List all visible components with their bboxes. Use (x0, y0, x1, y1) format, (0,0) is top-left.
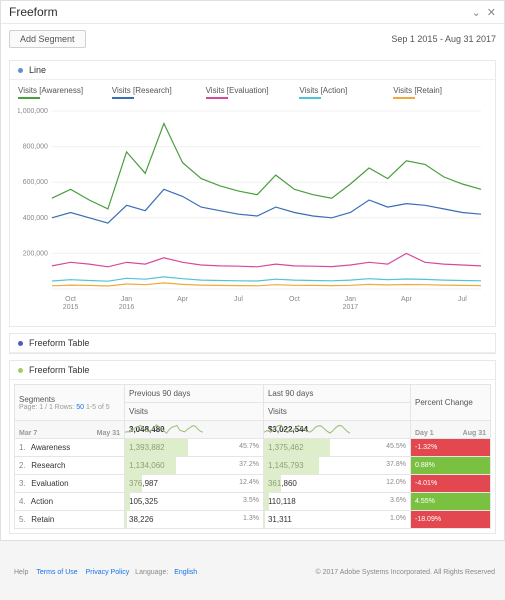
col-last-group: Last 90 days (263, 385, 410, 403)
table-row[interactable]: 5. Retain38,2261.3%31,3111.0%-18.09% (15, 511, 491, 529)
footer-link[interactable]: Terms of Use (36, 569, 77, 576)
table-row[interactable]: 4. Action105,3253.5%110,1183.6%4.55% (15, 493, 491, 511)
row-last: 361,86012.0% (263, 475, 410, 493)
total-prev: 3,048,480 (125, 421, 264, 439)
legend-item[interactable]: Visits [Evaluation] (206, 86, 300, 99)
line-section: Line Visits [Awareness]Visits [Research]… (9, 60, 496, 327)
footer: Help Terms of Use Privacy Policy Language:… (0, 561, 505, 584)
spark-segments: Mar 7May 31 (15, 421, 125, 439)
svg-text:Oct: Oct (65, 296, 76, 303)
row-last: 31,3111.0% (263, 511, 410, 529)
svg-text:2017: 2017 (343, 304, 359, 311)
row-change: -18.09% (411, 511, 491, 529)
svg-text:Jul: Jul (458, 296, 467, 303)
segments-header: SegmentsPage: 1 / 1 Rows: 50 1-5 of 5 (15, 385, 125, 421)
row-prev: 376,98712.4% (125, 475, 264, 493)
footer-link[interactable]: Privacy Policy (86, 569, 130, 576)
line-section-title: Line (29, 65, 46, 75)
language-label: Language: (135, 569, 168, 576)
svg-text:Jul: Jul (234, 296, 243, 303)
panel-header: Freeform ⌄ ✕ (1, 1, 504, 24)
svg-text:Apr: Apr (401, 296, 413, 303)
svg-text:800,000: 800,000 (23, 144, 48, 151)
row-name: 1. Awareness (15, 439, 125, 457)
row-change: -4.01% (411, 475, 491, 493)
row-prev: 105,3253.5% (125, 493, 264, 511)
svg-text:Oct: Oct (289, 296, 300, 303)
freeform-table-section: Freeform Table SegmentsPage: 1 / 1 Rows:… (9, 360, 496, 534)
line-dot-icon (18, 68, 23, 73)
freeform-table-header[interactable]: Freeform Table (10, 361, 495, 380)
freeform-table-collapsed: Freeform Table (9, 333, 496, 354)
close-icon[interactable]: ✕ (487, 6, 496, 19)
row-last: 110,1183.6% (263, 493, 410, 511)
table-row[interactable]: 1. Awareness1,393,88245.7%1,375,46245.5%… (15, 439, 491, 457)
svg-text:2015: 2015 (63, 304, 79, 311)
table-dot-icon (18, 368, 23, 373)
row-last: 1,375,46245.5% (263, 439, 410, 457)
panel-title: Freeform (9, 5, 58, 19)
panel-controls: ⌄ ✕ (472, 6, 496, 19)
row-prev: 1,134,06037.2% (125, 457, 264, 475)
col-last-visits: Visits (263, 403, 410, 421)
line-section-header[interactable]: Line (10, 61, 495, 80)
col-prev-visits: Visits (125, 403, 264, 421)
freeform-table-title: Freeform Table (29, 365, 89, 375)
svg-text:2016: 2016 (119, 304, 135, 311)
rows-per-page[interactable]: 50 (76, 404, 84, 411)
legend-item[interactable]: Visits [Action] (299, 86, 393, 99)
legend-item[interactable]: Visits [Awareness] (18, 86, 112, 99)
col-change-group: Percent Change (411, 385, 491, 421)
row-change: 4.55% (411, 493, 491, 511)
col-prev-group: Previous 90 days (125, 385, 264, 403)
freeform-panel: Freeform ⌄ ✕ Add Segment Sep 1 2015 - Au… (0, 0, 505, 541)
table-dot-icon (18, 341, 23, 346)
svg-text:Jan: Jan (121, 296, 132, 303)
copyright: © 2017 Adobe Systems Incorporated. All R… (316, 569, 495, 576)
footer-link[interactable]: Help (14, 569, 28, 576)
svg-text:Jan: Jan (345, 296, 356, 303)
freeform-table-collapsed-header[interactable]: Freeform Table (10, 334, 495, 353)
row-name: 2. Research (15, 457, 125, 475)
row-name: 5. Retain (15, 511, 125, 529)
total-last: $3,022,544 (263, 421, 410, 439)
date-range[interactable]: Sep 1 2015 - Aug 31 2017 (391, 34, 496, 44)
freeform-table-collapsed-title: Freeform Table (29, 338, 89, 348)
svg-text:600,000: 600,000 (23, 179, 48, 186)
row-prev: 38,2261.3% (125, 511, 264, 529)
add-segment-button[interactable]: Add Segment (9, 30, 86, 48)
row-last: 1,145,79337.8% (263, 457, 410, 475)
table-row[interactable]: 2. Research1,134,06037.2%1,145,79337.8%0… (15, 457, 491, 475)
svg-text:200,000: 200,000 (23, 250, 48, 257)
totals-row: Mar 7May 313,048,480$3,022,544Day 1Aug 3… (15, 421, 491, 439)
toolbar: Add Segment Sep 1 2015 - Aug 31 2017 (1, 24, 504, 54)
language-select[interactable]: English (174, 569, 197, 576)
svg-text:Apr: Apr (177, 296, 189, 303)
table-row[interactable]: 3. Evaluation376,98712.4%361,86012.0%-4.… (15, 475, 491, 493)
row-change: 0.88% (411, 457, 491, 475)
svg-text:1,000,000: 1,000,000 (18, 108, 48, 115)
legend-item[interactable]: Visits [Retain] (393, 86, 487, 99)
chart-legend: Visits [Awareness]Visits [Research]Visit… (10, 80, 495, 101)
table-header-groups: SegmentsPage: 1 / 1 Rows: 50 1-5 of 5Pre… (15, 385, 491, 403)
svg-text:400,000: 400,000 (23, 215, 48, 222)
collapse-icon[interactable]: ⌄ (472, 6, 481, 19)
row-name: 3. Evaluation (15, 475, 125, 493)
spark-change: Day 1Aug 31 (411, 421, 491, 439)
row-change: -1.32% (411, 439, 491, 457)
row-name: 4. Action (15, 493, 125, 511)
freeform-table: SegmentsPage: 1 / 1 Rows: 50 1-5 of 5Pre… (14, 384, 491, 529)
row-prev: 1,393,88245.7% (125, 439, 264, 457)
legend-item[interactable]: Visits [Research] (112, 86, 206, 99)
line-chart: 200,000 400,000 600,000 800,000 1,000,000 Oct… (10, 101, 495, 326)
